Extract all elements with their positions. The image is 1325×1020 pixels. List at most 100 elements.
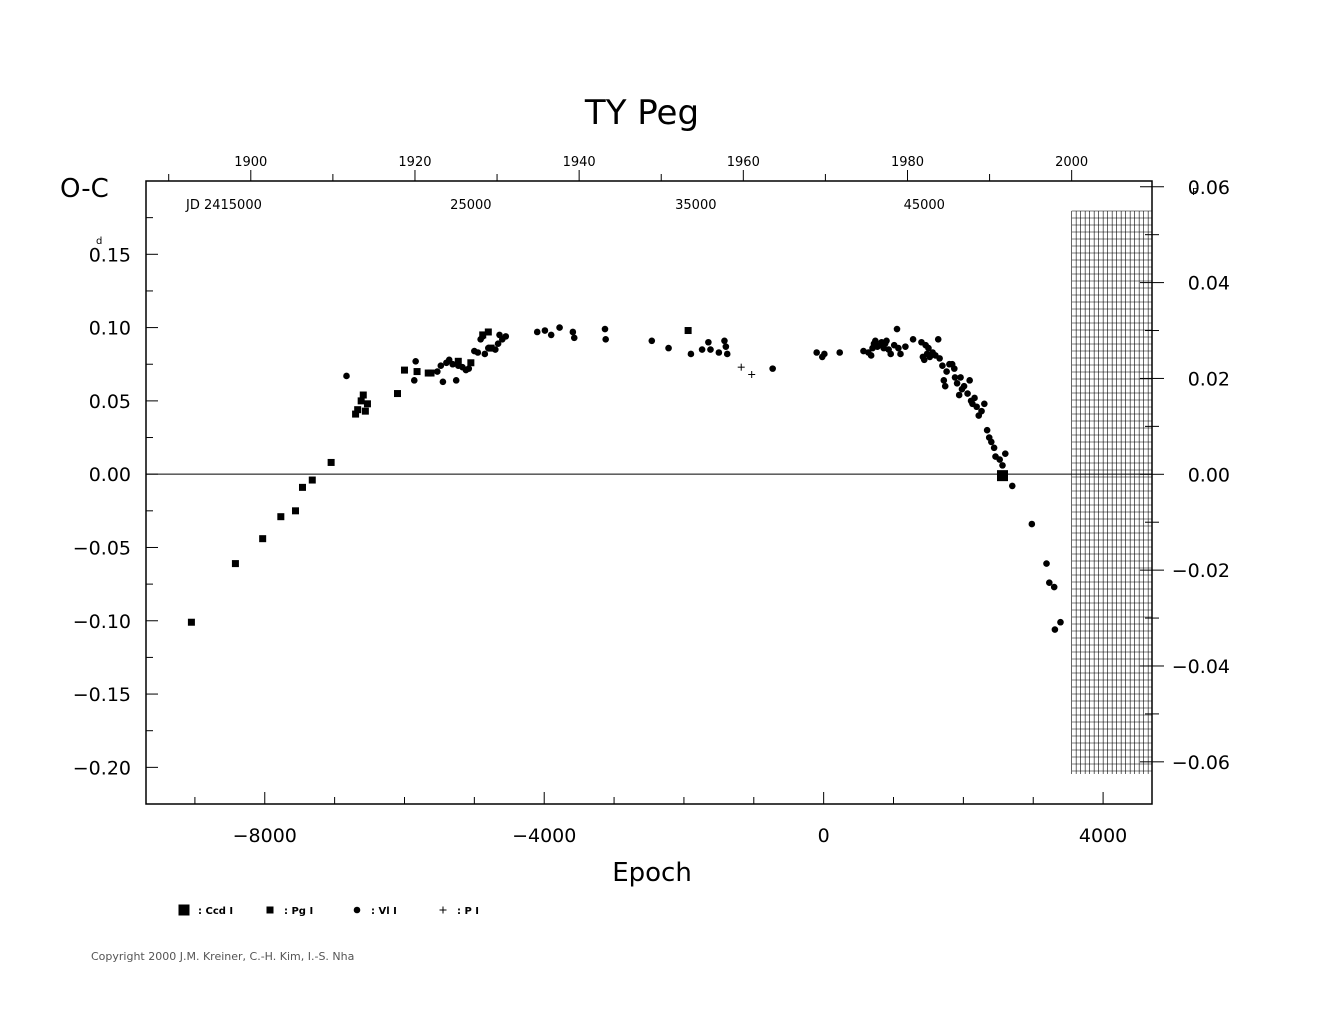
data-point [454, 357, 462, 365]
data-point [988, 438, 995, 446]
y-tick-label: −0.10 [73, 611, 131, 633]
data-point [723, 350, 731, 358]
data-point [1057, 618, 1064, 626]
data-point [484, 328, 492, 336]
y2-tick-label: −0.06 [1172, 752, 1230, 774]
data-point [481, 350, 489, 358]
y-tick-label: 0.15 [89, 244, 131, 266]
data-point [602, 336, 609, 343]
data-points [187, 324, 1064, 633]
jd-tick-label: 35000 [675, 198, 716, 213]
data-point [934, 336, 942, 343]
x-tick-label: 0 [818, 825, 830, 847]
legend-marker [353, 906, 361, 914]
data-point [895, 344, 902, 352]
data-point [494, 340, 502, 348]
data-point [492, 346, 499, 353]
y-axis-ticks: 0.15 0.10 0.05 0.00 −0.05 −0.10 −0.15 −0.20 [73, 180, 158, 805]
data-point [394, 390, 401, 398]
data-point [940, 377, 948, 384]
hatch-region [1071, 210, 1152, 774]
y-tick-label: 0.10 [89, 318, 131, 340]
data-point [887, 350, 895, 358]
year-tick-label: 1960 [727, 155, 760, 170]
jd-axis: JD 2415000 25000 35000 45000 [185, 198, 945, 213]
data-point [836, 349, 844, 356]
y2-tick-label: 0.02 [1188, 368, 1230, 390]
data-point [722, 343, 730, 350]
data-point [292, 507, 300, 515]
y2-tick-label: −0.04 [1172, 656, 1230, 678]
y2-unit-superscript: P [1192, 187, 1198, 198]
y2-axis-ticks: 0.06 0.04 0.02 0.00 −0.02 −0.04 −0.06 [1140, 177, 1230, 774]
data-point [445, 356, 453, 364]
data-point [960, 382, 968, 390]
data-point [327, 458, 335, 466]
data-point [352, 410, 360, 418]
data-point [343, 372, 350, 380]
legend-marker [266, 906, 274, 914]
data-point [465, 365, 473, 372]
data-point [978, 407, 985, 415]
data-point [533, 328, 541, 336]
data-point [973, 403, 980, 411]
y-tick-label: 0.00 [89, 464, 131, 486]
x-axis-label: Epoch [612, 858, 692, 888]
data-point [485, 344, 492, 352]
data-point [439, 378, 447, 386]
legend: : Ccd I : Pg I : Vl I : P I [178, 904, 479, 917]
data-point [957, 374, 964, 381]
y-axis-label: O-C [60, 174, 109, 204]
data-point [971, 394, 978, 402]
data-point [569, 328, 577, 336]
data-point [883, 337, 890, 345]
data-point [996, 470, 1008, 482]
data-point [936, 355, 943, 362]
data-point [909, 336, 917, 343]
data-point [893, 325, 901, 333]
legend-label: : P I [457, 906, 479, 917]
x-tick-label: 4000 [1079, 825, 1127, 847]
data-point [707, 346, 714, 353]
data-point [941, 382, 949, 390]
y2-tick-label: 0.04 [1188, 273, 1230, 295]
chart-title: TY Peg [584, 93, 699, 133]
y2-tick-label: 0.00 [1188, 464, 1230, 486]
data-point [748, 370, 756, 378]
data-point [1046, 579, 1053, 586]
jd-tick-label: 25000 [450, 198, 491, 213]
y2-tick-label: −0.02 [1172, 560, 1230, 582]
data-point [964, 390, 971, 397]
data-point [999, 462, 1006, 469]
data-point [259, 535, 267, 543]
data-point [721, 337, 728, 345]
data-point [953, 379, 961, 387]
year-tick-label: 2000 [1055, 155, 1088, 170]
data-point [897, 350, 904, 358]
year-axis: 1900 1920 1940 1960 1980 2000 [168, 155, 1088, 181]
data-point [813, 349, 820, 356]
x-axis-ticks: −8000 −4000 0 4000 [194, 792, 1127, 847]
data-point [359, 391, 367, 399]
data-point [996, 456, 1004, 463]
data-point [902, 343, 909, 350]
x-tick-label: −4000 [512, 825, 576, 847]
data-point [308, 476, 316, 484]
data-point [966, 377, 973, 384]
legend-label: : Vl I [371, 906, 397, 917]
data-point [648, 337, 656, 345]
data-point [705, 338, 712, 346]
data-point [925, 344, 932, 352]
data-point [502, 333, 510, 340]
copyright-notice: Copyright 2000 J.M. Kreiner, C.-H. Kim, … [91, 950, 355, 963]
data-point [1028, 520, 1036, 528]
legend-label: : Ccd I [198, 906, 233, 917]
data-point [449, 360, 456, 368]
legend-label: : Pg I [284, 906, 313, 917]
data-point [951, 374, 959, 381]
data-point [363, 400, 371, 408]
data-point [867, 352, 875, 359]
data-point [601, 325, 609, 333]
data-point [955, 391, 963, 399]
data-point [361, 407, 369, 415]
